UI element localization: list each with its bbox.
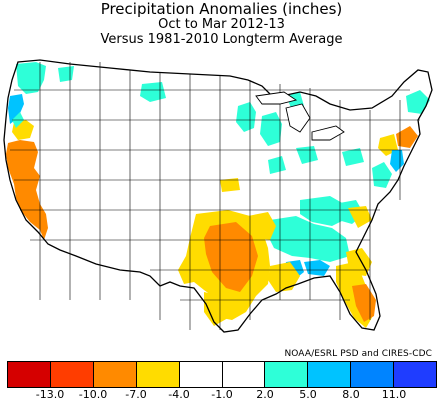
legend-swatch <box>49 362 93 387</box>
legend-swatch <box>264 362 308 387</box>
division-boundaries <box>10 62 420 330</box>
legend-tick-label: -10.0 <box>78 388 108 401</box>
legend-tick-label: 11.0 <box>381 388 407 401</box>
data-credit: NOAA/ESRL PSD and CIRES-CDC <box>284 349 432 359</box>
patch-southtexas-dry <box>204 292 228 326</box>
anomaly-patches <box>6 62 430 328</box>
legend-tick-label: 2.0 <box>256 388 274 401</box>
legend-swatch <box>350 362 394 387</box>
patch-mid-atlantic-wet <box>372 162 392 188</box>
patch-california-dry <box>6 140 48 240</box>
legend-tick-label: -13.0 <box>35 388 65 401</box>
patch-newengland-wet <box>342 148 364 166</box>
patch-deep-south-wet <box>268 216 350 262</box>
patch-montana-wet <box>58 66 74 82</box>
legend-tick-label: -7.0 <box>125 388 147 401</box>
map-baseline: Versus 1981-2010 Longterm Average <box>100 32 343 47</box>
patch-michigan-wet <box>260 112 282 146</box>
legend-swatch <box>92 362 136 387</box>
legend-swatch <box>178 362 222 387</box>
us-outline <box>3 59 433 333</box>
legend-tick-label: 5.0 <box>299 388 317 401</box>
legend-tick-label: -4.0 <box>168 388 190 401</box>
patch-louisiana-dry <box>268 262 300 292</box>
patch-indiana-wet <box>268 156 286 174</box>
legend-ticks: -13.0 -10.0 -7.0 -4.0 -1.0 2.0 5.0 8.0 11.0 <box>0 388 443 401</box>
patch-washington-wet <box>8 94 24 124</box>
patch-dakota-wet <box>140 82 166 102</box>
legend-swatch <box>221 362 265 387</box>
patch-arkansas-dry <box>248 212 276 240</box>
patch-texas-severe <box>204 222 258 292</box>
patch-wisconsin-wet <box>236 102 256 132</box>
patch-maine-wet <box>406 90 430 114</box>
patch-ohio-wet <box>296 146 318 164</box>
patch-northeast-dry <box>396 126 418 148</box>
legend-swatch <box>307 362 351 387</box>
patch-carolina-dry <box>348 206 372 228</box>
legend-tick-label: 8.0 <box>342 388 360 401</box>
patch-gulf-wet-strong <box>304 260 330 276</box>
legend-tick-label: -1.0 <box>211 388 233 401</box>
patch-atlantic-wet <box>390 150 404 172</box>
patch-nebraska-dry <box>220 178 240 192</box>
patch-tennessee-wet <box>300 196 348 226</box>
patch-washington-wet-light <box>16 62 46 94</box>
map-period: Oct to Mar 2012-13 <box>158 17 285 32</box>
legend-swatch <box>8 362 50 387</box>
color-legend <box>7 361 437 388</box>
legend-swatch <box>135 362 179 387</box>
legend-swatch <box>393 362 437 387</box>
great-lakes <box>255 91 345 141</box>
map-title: Precipitation Anomalies (inches) <box>100 0 343 18</box>
